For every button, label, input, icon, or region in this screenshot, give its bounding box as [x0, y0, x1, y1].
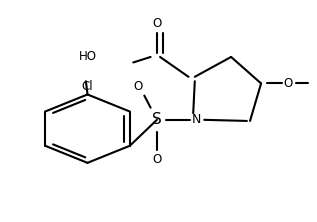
Text: HO: HO: [79, 50, 97, 63]
Text: O: O: [152, 17, 162, 30]
Text: Cl: Cl: [82, 80, 93, 93]
Text: N: N: [192, 113, 201, 126]
Text: O: O: [133, 80, 143, 93]
Text: O: O: [283, 77, 293, 90]
Text: O: O: [152, 153, 162, 166]
Text: S: S: [152, 112, 162, 127]
